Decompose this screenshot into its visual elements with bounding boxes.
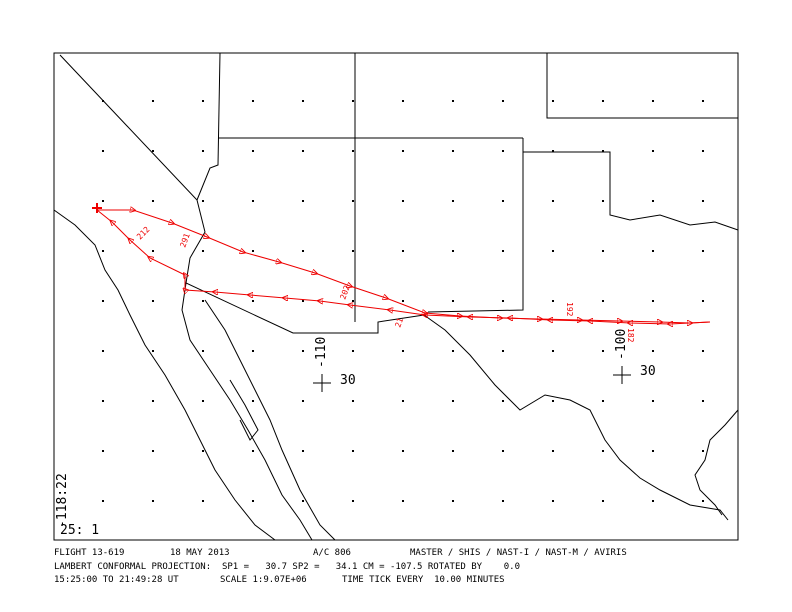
start-marker <box>92 203 102 213</box>
latitude-label: 30 <box>340 373 356 388</box>
projection: LAMBERT CONFORMAL PROJECTION: SP1 = 30.7… <box>54 562 520 572</box>
graticule-marks <box>313 366 631 392</box>
track-label: 192 <box>565 302 574 317</box>
corner-longitude: -118:22 <box>55 473 70 528</box>
track-label: 182 <box>626 328 635 343</box>
track-label: 21 <box>393 316 405 328</box>
latitude-label: 30 <box>640 364 656 379</box>
time-range: 15:25:00 TO 21:49:28 UT <box>54 575 179 585</box>
footer: FLIGHT 13-619 18 MAY 2013 A/C 806 MASTER… <box>54 548 627 585</box>
scale: SCALE 1:9.07E+06 <box>220 575 307 585</box>
flight-id: FLIGHT 13-619 <box>54 548 124 558</box>
flight-track <box>92 203 711 324</box>
instruments: MASTER / SHIS / NAST-I / NAST-M / AVIRIS <box>410 548 627 558</box>
map-frame <box>53 52 739 541</box>
longitude-label: -110 <box>314 337 329 368</box>
time-tick: TIME TICK EVERY 10.00 MINUTES <box>342 575 505 585</box>
scale-label: 25: 1 <box>60 523 99 538</box>
aircraft: A/C 806 <box>313 548 351 558</box>
flight-date: 18 MAY 2013 <box>170 548 230 558</box>
longitude-label: -100 <box>614 329 629 360</box>
track-return <box>96 209 711 324</box>
